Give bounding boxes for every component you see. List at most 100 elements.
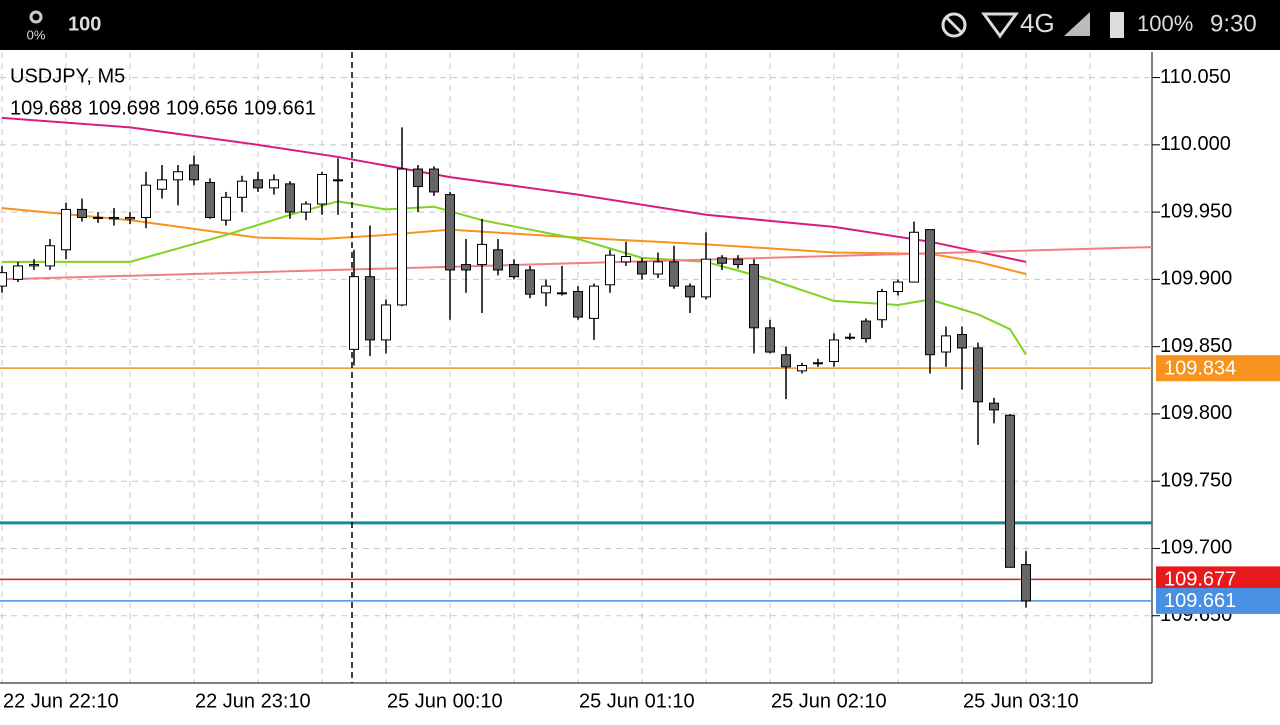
- candle-body: [669, 261, 679, 287]
- candle-body: [765, 327, 775, 353]
- candle-body: [557, 292, 567, 295]
- y-tick-label: 109.850: [1160, 335, 1232, 357]
- candle-body: [205, 182, 215, 218]
- ma-line: [0, 246, 1153, 281]
- candle-body: [285, 183, 295, 213]
- price-label: 109.834: [1164, 357, 1236, 379]
- candle-body: [573, 290, 583, 318]
- status-text: 9:30: [1210, 10, 1257, 37]
- status-text: 0%: [27, 27, 46, 42]
- status-text: 100: [68, 13, 101, 35]
- candle-body: [365, 276, 375, 341]
- brightness-icon: [29, 10, 43, 24]
- candle-body: [509, 264, 519, 278]
- ohlc-readout: 109.688 109.698 109.656 109.661: [10, 97, 316, 119]
- y-tick-label: 109.950: [1160, 200, 1232, 222]
- candle-body: [61, 208, 71, 251]
- candle-body: [781, 354, 791, 368]
- candle-body: [429, 168, 439, 193]
- candle-body: [877, 290, 887, 321]
- status-text: 100%: [1137, 11, 1193, 36]
- price-label-box: [1156, 355, 1280, 382]
- candle-body: [941, 335, 951, 353]
- candle-body: [493, 249, 503, 271]
- candle-body: [973, 347, 983, 403]
- candle-body: [317, 173, 327, 205]
- y-tick-label: 110.050: [1160, 66, 1231, 88]
- candle-body: [541, 285, 551, 294]
- candle-body: [221, 196, 231, 221]
- x-tick-label: 25 Jun 01:10: [579, 690, 695, 712]
- candle-body: [589, 285, 599, 319]
- candle-body: [397, 168, 407, 306]
- candle-body: [749, 264, 759, 329]
- y-tick-label: 109.700: [1160, 537, 1232, 559]
- candle-body: [925, 229, 935, 356]
- price-label-box: [1156, 587, 1280, 614]
- candle-body: [157, 179, 167, 190]
- candle-body: [413, 168, 423, 188]
- candle-body: [525, 269, 535, 295]
- status-text: 4G: [1020, 8, 1055, 38]
- candle-body: [45, 245, 55, 267]
- dnd-icon: [944, 15, 964, 35]
- candle-body: [333, 179, 343, 182]
- candle-body: [477, 243, 487, 266]
- wifi-icon: [981, 12, 1019, 39]
- candle-body: [381, 304, 391, 341]
- y-tick-label: 109.900: [1160, 268, 1232, 290]
- candle-body: [685, 285, 695, 298]
- candle-body: [909, 231, 919, 283]
- candle-body: [13, 265, 23, 280]
- candle-body: [141, 184, 151, 218]
- candle-body: [957, 334, 967, 349]
- candle-body: [717, 257, 727, 264]
- candle-body: [237, 180, 247, 198]
- candle-body: [861, 320, 871, 340]
- candle-body: [29, 264, 39, 267]
- candle-body: [733, 258, 743, 266]
- chart-title: USDJPY, M5: [10, 65, 125, 87]
- candle-body: [461, 264, 471, 271]
- candle-body: [1005, 414, 1015, 568]
- candle-body: [349, 276, 359, 350]
- y-tick-label: 110.000: [1160, 133, 1231, 155]
- x-tick-label: 22 Jun 22:10: [3, 690, 119, 712]
- candle-body: [93, 216, 103, 219]
- price-label: 109.661: [1164, 590, 1236, 612]
- candle-body: [269, 179, 279, 189]
- signal-icon: [1064, 12, 1090, 36]
- candle-body: [77, 208, 87, 218]
- battery-icon: [1110, 12, 1124, 38]
- x-tick-label: 25 Jun 00:10: [387, 690, 503, 712]
- y-tick-label: 109.750: [1160, 469, 1232, 491]
- chart: 110.050110.000109.950109.900109.850109.8…: [0, 52, 1280, 712]
- status-bar: [0, 0, 1280, 50]
- candle-body: [621, 256, 631, 263]
- candle-body: [653, 261, 663, 275]
- dnd-icon: [941, 12, 967, 38]
- ma-line: [1, 207, 1027, 275]
- y-tick-label: 109.800: [1160, 402, 1232, 424]
- candle-body: [797, 364, 807, 372]
- candle-body: [893, 281, 903, 292]
- candle-body: [829, 339, 839, 362]
- price-label: 109.677: [1164, 569, 1236, 591]
- ma-line: [2, 200, 1027, 356]
- x-tick-label: 22 Jun 23:10: [195, 690, 311, 712]
- x-tick-label: 25 Jun 02:10: [771, 690, 887, 712]
- candle-body: [253, 179, 263, 189]
- candle-body: [1021, 564, 1031, 602]
- candle-body: [813, 362, 823, 365]
- candle-body: [845, 336, 855, 339]
- candle-body: [605, 254, 615, 286]
- candle-body: [0, 272, 7, 287]
- candle-body: [189, 164, 199, 181]
- candle-body: [701, 258, 711, 298]
- ma-line: [1, 116, 1027, 263]
- candle-body: [125, 216, 135, 220]
- candle-body: [109, 216, 119, 220]
- x-tick-label: 25 Jun 03:10: [963, 690, 1079, 712]
